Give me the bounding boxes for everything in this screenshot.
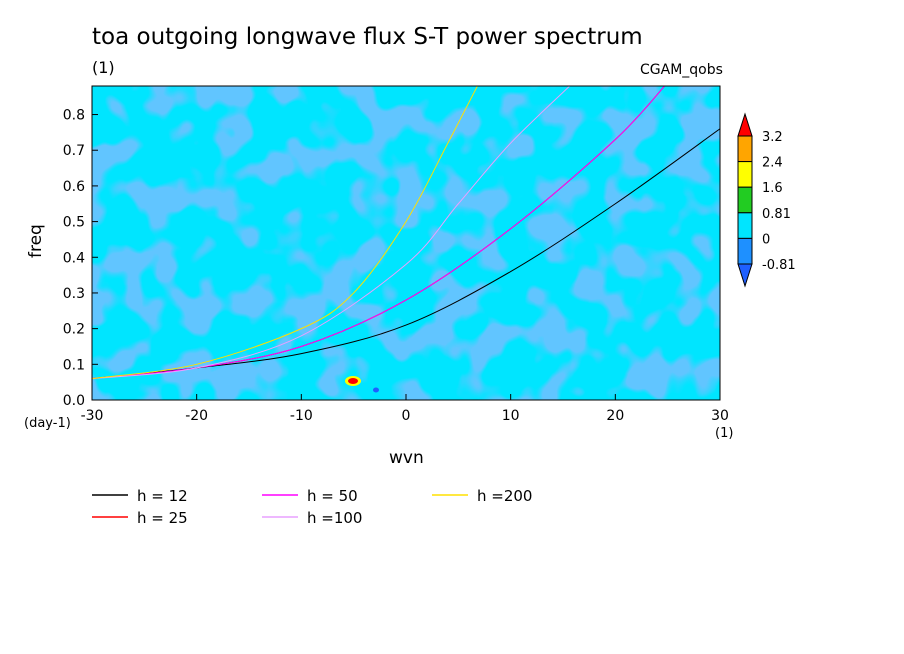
y-tick-label: 0.8 bbox=[63, 108, 85, 124]
y-axis-label: freq bbox=[26, 224, 46, 258]
colorbar-level-label: 2.4 bbox=[762, 156, 783, 171]
colorbar-bottom-arrow bbox=[737, 263, 753, 288]
x-tick-label: -10 bbox=[290, 408, 313, 424]
y-tick-label: 0.1 bbox=[63, 357, 85, 373]
x-tick-label: 10 bbox=[502, 408, 520, 424]
colorbar-top-arrow bbox=[737, 112, 753, 137]
y-tick-label: 0.6 bbox=[63, 179, 85, 195]
x-tick-label: 0 bbox=[402, 408, 411, 424]
colorbar-segment bbox=[737, 186, 753, 214]
chart-title: toa outgoing longwave flux S-T power spe… bbox=[92, 24, 643, 50]
legend-label: h = 12 bbox=[137, 487, 188, 505]
colorbar-segment bbox=[737, 212, 753, 239]
colorbar-level-label: 1.6 bbox=[762, 181, 783, 196]
y-tick-label: 0.5 bbox=[63, 215, 85, 231]
x-axis-label: wvn bbox=[389, 448, 424, 468]
dispersion-curves bbox=[92, 86, 720, 380]
dataset-label: CGAM_qobs bbox=[640, 62, 723, 78]
x-axis-unit: (1) bbox=[715, 426, 734, 441]
y-axis-ticks: 0.0 0.1 0.2 0.3 0.4 0.5 0.6 0.7 0.8 bbox=[63, 108, 98, 409]
colorbar-segment bbox=[737, 237, 753, 265]
colorbar: 3.2 2.4 1.6 0.81 0 -0.81 bbox=[737, 112, 796, 288]
y-axis-unit: (day-1) bbox=[24, 416, 71, 431]
x-tick-label: 30 bbox=[711, 408, 729, 424]
y-tick-label: 0.0 bbox=[63, 393, 85, 409]
legend: h = 12 h = 25 h = 50 h =100 h =200 bbox=[92, 487, 532, 527]
legend-label: h = 50 bbox=[307, 487, 358, 505]
chart-subtitle: (1) bbox=[92, 58, 115, 77]
legend-label: h = 25 bbox=[137, 509, 188, 527]
x-tick-label: 20 bbox=[606, 408, 624, 424]
curve-series-3 bbox=[92, 86, 571, 380]
plot-texture bbox=[92, 86, 720, 400]
x-tick-label: -20 bbox=[185, 408, 208, 424]
colorbar-level-label: 3.2 bbox=[762, 130, 783, 145]
y-tick-label: 0.3 bbox=[63, 286, 85, 302]
curve-series-4 bbox=[92, 86, 478, 380]
colorbar-segment bbox=[737, 161, 753, 188]
y-tick-label: 0.2 bbox=[63, 322, 85, 338]
colorbar-level-label: 0.81 bbox=[762, 207, 791, 222]
colorbar-level-label: -0.81 bbox=[762, 258, 796, 273]
legend-label: h =200 bbox=[477, 487, 532, 505]
colorbar-segment bbox=[737, 135, 753, 163]
y-tick-label: 0.7 bbox=[63, 143, 85, 159]
legend-label: h =100 bbox=[307, 509, 362, 527]
x-axis-ticks: -30 -20 -10 0 10 20 30 bbox=[81, 394, 729, 424]
heatmap-spot bbox=[345, 376, 379, 393]
y-tick-label: 0.4 bbox=[63, 250, 85, 266]
colorbar-level-label: 0 bbox=[762, 232, 770, 247]
x-tick-label: -30 bbox=[81, 408, 104, 424]
